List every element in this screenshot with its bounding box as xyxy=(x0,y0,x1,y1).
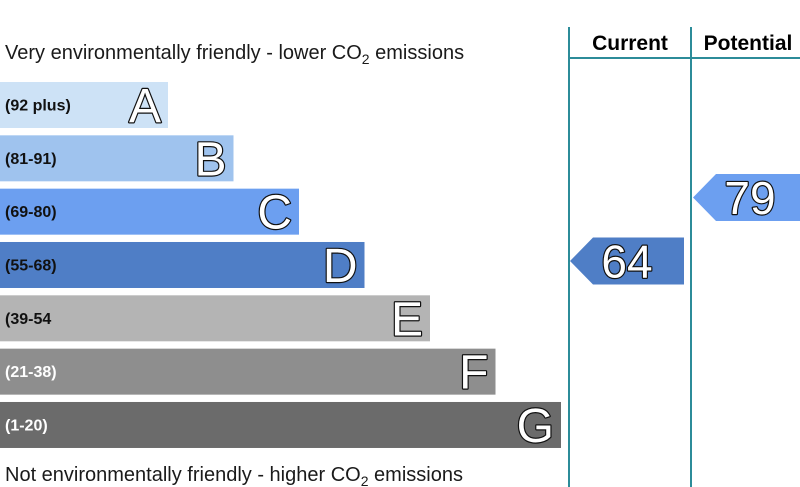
band-d: (55-68) D xyxy=(0,239,365,294)
band-b-range-label: (81-91) xyxy=(5,151,57,168)
band-e-bar xyxy=(0,295,430,342)
band-g-bar xyxy=(0,401,561,448)
bottom-caption: Not environmentally friendly - higher CO… xyxy=(5,464,463,487)
bottom-caption-tail: emissions xyxy=(369,464,463,486)
band-d-letter: D xyxy=(323,240,358,293)
band-c-bar xyxy=(0,188,299,235)
band-a: (92 plus) A xyxy=(0,79,168,134)
band-f-range-label: (21-38) xyxy=(5,364,57,381)
band-f-bar xyxy=(0,348,496,395)
bottom-caption-subscript: 2 xyxy=(361,473,369,487)
bottom-caption-text: Not environmentally friendly - higher CO xyxy=(5,464,361,486)
current-rating-arrow xyxy=(570,237,684,285)
band-a-range-label: (92 plus) xyxy=(5,98,71,115)
band-b-bar xyxy=(0,135,234,182)
top-caption: Very environmentally friendly - lower CO… xyxy=(5,42,464,67)
band-g-range-label: (1-20) xyxy=(5,417,48,434)
band-f: (21-38) F xyxy=(0,345,496,401)
band-g-letter: G xyxy=(517,400,554,453)
band-d-range-label: (55-68) xyxy=(5,257,57,274)
potential-rating-value: 79 xyxy=(724,172,775,224)
band-a-bar xyxy=(0,82,168,128)
current-rating-indicator: 64 xyxy=(570,234,684,289)
current-rating-value: 64 xyxy=(601,236,652,288)
potential-rating-indicator: 79 xyxy=(693,171,800,225)
band-b: (81-91) B xyxy=(0,132,234,188)
band-c-letter: C xyxy=(257,187,292,240)
top-caption-subscript: 2 xyxy=(362,51,370,67)
band-d-bar xyxy=(0,241,365,288)
band-e-letter: E xyxy=(391,293,423,346)
potential-column-header: Potential xyxy=(704,32,793,55)
band-e-range-label: (39-54 xyxy=(5,311,51,328)
rating-bands: (92 plus) A(81-91) B(69-80) C(55-68) D(39-54… xyxy=(0,79,561,454)
band-e: (39-54 E xyxy=(0,292,430,348)
top-caption-tail: emissions xyxy=(370,42,464,64)
band-f-letter: F xyxy=(459,347,488,400)
current-column-header: Current xyxy=(592,32,668,55)
band-b-letter: B xyxy=(194,133,226,186)
band-c-range-label: (69-80) xyxy=(5,204,57,221)
top-caption-text: Very environmentally friendly - lower CO xyxy=(5,42,362,64)
band-g: (1-20) G xyxy=(0,399,561,454)
potential-rating-arrow xyxy=(693,174,800,222)
band-a-letter: A xyxy=(129,80,161,133)
band-c: (69-80) C xyxy=(0,185,299,241)
